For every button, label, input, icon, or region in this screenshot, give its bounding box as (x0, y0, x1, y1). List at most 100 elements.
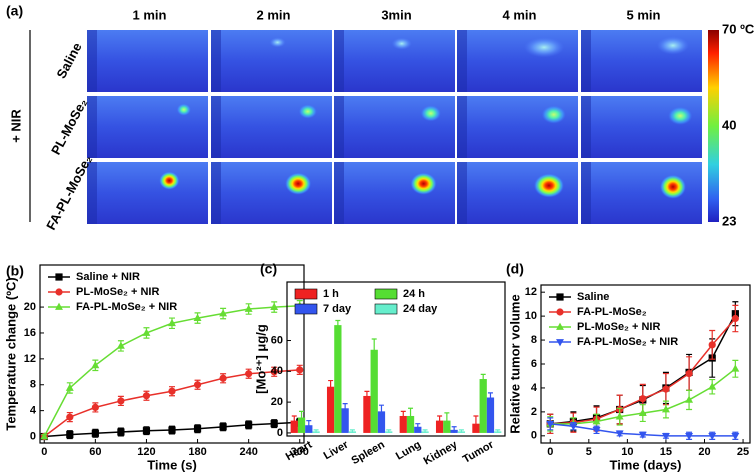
legend-label: PL-MoSe₂ + NIR (76, 286, 159, 298)
x-tick-label: 180 (188, 446, 206, 458)
marker (296, 366, 304, 374)
error-bar (487, 392, 493, 403)
hot-spot (298, 104, 317, 119)
image-shade (87, 96, 97, 158)
legend-label: PL-MoSe₂ + NIR (577, 321, 660, 333)
marker (66, 413, 74, 421)
marker (662, 385, 670, 393)
plot-frame (39, 264, 305, 444)
bar (326, 386, 335, 433)
legend-swatch (294, 288, 318, 300)
error-bar (313, 429, 319, 433)
marker (193, 313, 202, 321)
x-tick-label: 10 (621, 446, 633, 458)
image-shade (581, 162, 591, 224)
x-tick-label: Spleen (350, 439, 387, 468)
marker (731, 314, 739, 323)
row-label: Saline (53, 40, 84, 81)
bar (414, 426, 422, 433)
row-label: PL-MoSe₂ (48, 96, 90, 157)
marker (55, 273, 63, 281)
thermal-image (457, 96, 578, 158)
marker (615, 412, 624, 420)
legend-label: FA-PL-MoSe₂ + NIR (577, 336, 678, 348)
y-axis-label: [Mo²⁺] μg/g (253, 324, 268, 394)
column-header: 2 min (257, 7, 291, 22)
hot-spot (420, 105, 441, 122)
marker (193, 425, 202, 433)
marker (556, 322, 564, 330)
thermal-grid (87, 30, 702, 224)
marker (546, 420, 555, 429)
marker (592, 426, 601, 435)
bar (290, 420, 298, 433)
thermal-image (581, 96, 702, 158)
x-tick-label: 25 (737, 446, 749, 458)
legend-label: 24 h (403, 288, 425, 300)
panel-label: (d) (506, 261, 524, 277)
y-tick-label: 60 (271, 334, 283, 346)
marker (661, 432, 670, 441)
y-tick-label: 4 (531, 382, 538, 394)
x-tick-label: 60 (89, 446, 101, 458)
marker (55, 302, 63, 310)
marker (91, 403, 99, 411)
marker (556, 308, 564, 316)
marker (117, 428, 125, 436)
thermal-image (334, 30, 455, 92)
legend-label: 24 day (403, 303, 438, 315)
marker (639, 395, 647, 403)
thermal-image (87, 162, 208, 224)
bar (297, 417, 306, 433)
group-label: + NIR (8, 109, 23, 143)
x-tick-label: Lung (394, 439, 423, 463)
y-tick-label: 20 (271, 396, 283, 408)
thermal-image (87, 30, 208, 92)
error-bar (371, 338, 377, 361)
x-axis-label: Time (s) (147, 457, 197, 472)
image-shade (87, 162, 97, 224)
y-tick-label: 8 (30, 379, 36, 391)
y-tick-label: 16 (24, 327, 36, 339)
marker (661, 405, 670, 413)
marker (116, 341, 125, 349)
image-shade (334, 96, 344, 158)
marker (168, 387, 176, 395)
error-bar (400, 410, 406, 421)
error-bar (328, 379, 334, 393)
legend-label: 7 day (323, 303, 352, 315)
legend-swatch (374, 288, 398, 300)
colorbar-label: 70 ºC (722, 21, 755, 36)
marker (270, 368, 278, 376)
thermal-image (334, 162, 455, 224)
thermal-image (334, 96, 455, 158)
bar (363, 395, 371, 433)
y-tick-label: 12 (24, 353, 36, 365)
error-bar (495, 429, 501, 433)
x-tick-label: Kidney (422, 438, 461, 467)
marker (65, 383, 74, 391)
y-tick-label: 20 (24, 301, 36, 313)
error-bar (415, 423, 421, 430)
error-bar (291, 415, 297, 426)
legend-label: FA-PL-MoSe₂ + NIR (76, 301, 177, 313)
legend-label: 1 h (323, 288, 339, 300)
marker (168, 426, 176, 434)
error-bar (473, 415, 479, 432)
error-bar (408, 407, 414, 424)
x-tick-label: 240 (239, 446, 257, 458)
y-tick-label: 12 (525, 286, 537, 298)
marker (556, 293, 564, 301)
hot-spot (524, 37, 565, 58)
colorbar-label: 40 (722, 117, 736, 132)
marker (270, 302, 279, 310)
y-tick-label: 4 (30, 405, 37, 417)
marker (731, 432, 740, 441)
image-shade (457, 162, 467, 224)
x-tick-label: 5 (586, 446, 592, 458)
image-shade (457, 30, 467, 92)
bar (486, 397, 495, 433)
column-header: 3min (381, 7, 411, 22)
panel-label: (b) (6, 263, 24, 279)
thermal-image (457, 30, 578, 92)
